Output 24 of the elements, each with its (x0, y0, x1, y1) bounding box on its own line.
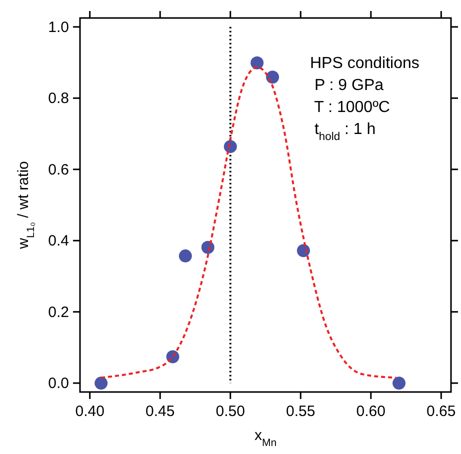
point (266, 70, 280, 84)
y-tick-label: 0.8 (48, 90, 69, 108)
x-tick-label: 0.65 (426, 403, 456, 420)
x-tick-label: 0.45 (146, 403, 175, 420)
x-axis-title: x$_{Mn}$ (254, 427, 277, 449)
annotation: P : 9 GPa (310, 77, 384, 94)
x-tick-label: 0.50 (216, 403, 245, 420)
point (250, 56, 264, 70)
y-tick-label: 1.0 (48, 18, 69, 36)
x-tick-label: 0.40 (75, 403, 104, 420)
annotation: HPS conditions (310, 55, 420, 72)
y-tick-label: 0.4 (48, 232, 69, 250)
x-tick-label: 0.55 (286, 403, 316, 420)
x-tick-label: 0.60 (356, 403, 386, 420)
point (94, 376, 108, 390)
y-tick-label: 0.0 (48, 375, 69, 392)
point (178, 249, 192, 262)
y-tick-label: 0.6 (48, 161, 69, 178)
point (296, 244, 310, 258)
y-tick-label: 0.2 (48, 304, 69, 321)
point (392, 376, 406, 390)
annotation: t$_{hold}$ : 1 h (310, 121, 376, 143)
point (201, 240, 214, 254)
annotation: T : 1000ºC (310, 99, 390, 116)
